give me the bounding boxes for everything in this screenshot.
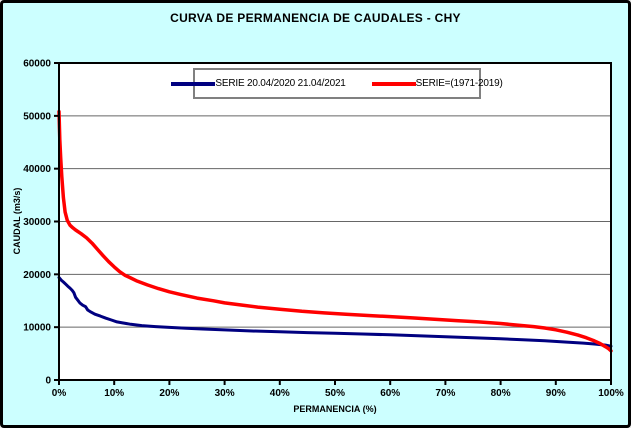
legend-label: SERIE=(1971-2019) xyxy=(415,78,503,89)
x-tick-label: 30% xyxy=(215,388,235,399)
y-axis-title: CAUDAL (m3/s) xyxy=(12,187,22,255)
legend-line-sample-red xyxy=(371,81,416,86)
legend-label: SERIE 20.04/2020 21.04/2021 xyxy=(215,78,346,89)
legend-entry-serie-1971-2019: SERIE=(1971-2019) xyxy=(371,78,503,89)
chart-title: CURVA DE PERMANENCIA DE CAUDALES - CHY xyxy=(170,11,461,25)
chart-legend: SERIE 20.04/2020 21.04/2021 SERIE=(1971-… xyxy=(171,68,503,99)
x-tick-label: 100% xyxy=(598,388,624,399)
y-tick-label: 20000 xyxy=(23,270,51,281)
y-tick-label: 10000 xyxy=(23,323,51,334)
flow-duration-plot: 0% 10% 20% 30% 40% 50% 60% 70% 80% 90% 100% 0 10000 2… xyxy=(23,59,624,400)
series-line-blue xyxy=(57,276,613,348)
x-axis-title: PERMANENCIA (%) xyxy=(293,404,377,414)
y-tick-label: 50000 xyxy=(23,111,51,122)
x-tick-label: 0% xyxy=(52,388,67,399)
series-line-red xyxy=(57,109,613,353)
x-tick-label: 40% xyxy=(270,388,290,399)
x-tick-label: 80% xyxy=(491,388,511,399)
legend-line-sample-blue xyxy=(171,81,216,86)
x-tick-label: 20% xyxy=(159,388,179,399)
x-tick-label: 60% xyxy=(380,388,400,399)
legend-entry-serie-2020-2021: SERIE 20.04/2020 21.04/2021 xyxy=(171,78,346,89)
x-tick-label: 70% xyxy=(435,388,455,399)
y-tick-label: 30000 xyxy=(23,217,51,228)
x-tick-label: 10% xyxy=(104,388,124,399)
y-tick-label: 40000 xyxy=(23,164,51,175)
x-tick-label: 50% xyxy=(325,388,345,399)
y-tick-label: 60000 xyxy=(23,59,51,70)
y-tick-label: 0 xyxy=(45,376,51,387)
x-tick-label: 90% xyxy=(546,388,566,399)
